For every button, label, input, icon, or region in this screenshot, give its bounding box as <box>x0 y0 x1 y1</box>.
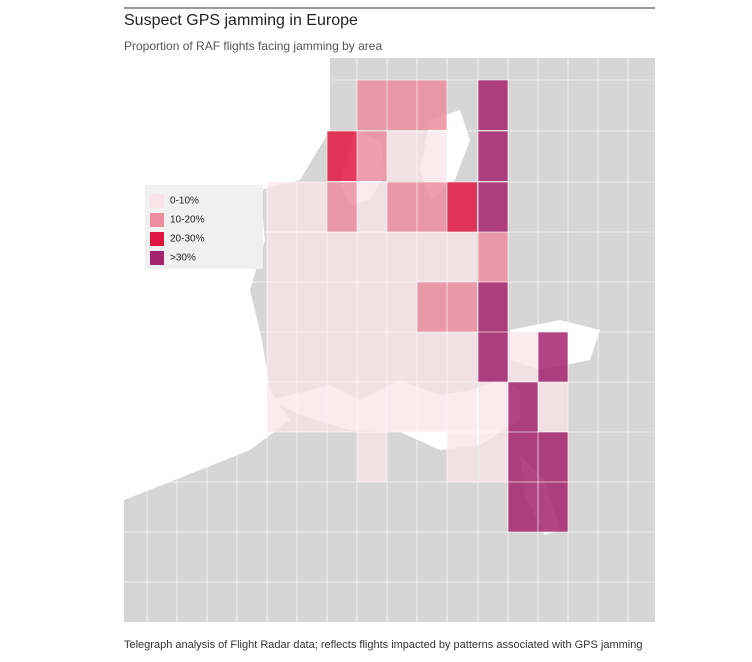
footnote: Telegraph analysis of Flight Radar data;… <box>124 639 642 651</box>
cell <box>417 131 447 181</box>
cell <box>508 382 538 432</box>
cell <box>297 282 327 332</box>
cell <box>357 432 387 482</box>
cell <box>297 332 327 382</box>
cell <box>478 80 508 130</box>
atlantic <box>124 58 330 500</box>
cell <box>357 332 387 382</box>
legend-swatch <box>150 194 164 208</box>
cell <box>447 382 477 432</box>
cell <box>478 432 508 482</box>
cell <box>387 382 417 432</box>
legend: 0-10% 10-20% 20-30% >30% <box>150 194 205 265</box>
title: Suspect GPS jamming in Europe <box>124 12 358 29</box>
cell <box>267 382 297 432</box>
cell <box>327 282 357 332</box>
cell <box>478 282 508 332</box>
cell <box>447 332 477 382</box>
legend-label: >30% <box>170 253 196 264</box>
cell <box>417 232 447 282</box>
cell <box>357 232 387 282</box>
cell <box>508 432 538 482</box>
cell <box>387 332 417 382</box>
cell <box>357 131 387 181</box>
cell <box>387 131 417 181</box>
cell <box>478 332 508 382</box>
cell <box>267 182 297 232</box>
cell <box>327 182 357 232</box>
cell <box>417 282 447 332</box>
cell <box>327 131 357 181</box>
jamming-cells <box>267 80 568 532</box>
cell <box>417 182 447 232</box>
cell <box>508 482 538 532</box>
cell <box>478 182 508 232</box>
cell <box>327 382 357 432</box>
cell <box>297 232 327 282</box>
cell <box>538 432 568 482</box>
subtitle: Proportion of RAF flights facing jamming… <box>124 39 382 53</box>
cell <box>297 182 327 232</box>
cell <box>538 482 568 532</box>
cell <box>357 382 387 432</box>
cell <box>387 80 417 130</box>
legend-box <box>145 185 263 269</box>
cell <box>357 80 387 130</box>
cell <box>267 332 297 382</box>
legend-label: 20-30% <box>170 234 205 245</box>
cell <box>267 282 297 332</box>
cell <box>387 182 417 232</box>
cell <box>297 382 327 432</box>
cell <box>327 332 357 382</box>
legend-swatch <box>150 232 164 246</box>
cell <box>387 232 417 282</box>
cell <box>447 282 477 332</box>
cell <box>447 232 477 282</box>
cell <box>478 232 508 282</box>
legend-label: 0-10% <box>170 196 199 207</box>
cell <box>267 232 297 282</box>
cell <box>357 282 387 332</box>
cell <box>327 232 357 282</box>
cell <box>417 382 447 432</box>
grid <box>124 58 655 622</box>
cell <box>478 131 508 181</box>
cell <box>417 332 447 382</box>
cell <box>357 182 387 232</box>
cell <box>538 382 568 432</box>
legend-swatch <box>150 213 164 227</box>
cell <box>447 432 477 482</box>
cell <box>447 182 477 232</box>
cell <box>478 382 508 432</box>
cell <box>508 332 538 382</box>
cell <box>417 80 447 130</box>
cell <box>387 282 417 332</box>
legend-label: 10-20% <box>170 215 205 226</box>
legend-swatch <box>150 251 164 265</box>
cell <box>538 332 568 382</box>
